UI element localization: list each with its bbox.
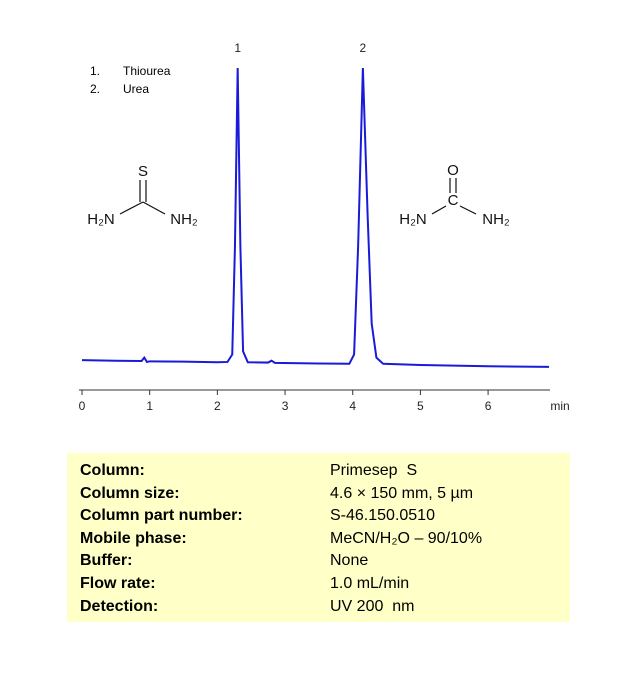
atom: NH₂ <box>482 211 510 228</box>
legend-name: Urea <box>123 82 149 96</box>
x-axis-label: min <box>550 399 569 413</box>
x-tick-label: 5 <box>417 399 424 413</box>
chart: S H₂N NH₂ O C H₂N NH₂ 0 1 2 3 4 5 6 min 1 2 1. Thio… <box>79 41 570 413</box>
condition-value: MeCN/H₂O – 90/10% <box>330 529 483 547</box>
condition-value: S-46.150.0510 <box>330 507 435 525</box>
legend-number: 2. <box>90 82 100 96</box>
condition-value: 1.0 mL/min <box>330 575 410 592</box>
condition-label: Mobile phase: <box>80 529 187 547</box>
condition-row: Flow rate: 1.0 mL/min <box>80 575 409 593</box>
peak-label: 1 <box>234 41 241 55</box>
x-tick-label: 1 <box>146 399 153 413</box>
condition-row: Column: Primesep S <box>80 462 417 480</box>
x-tick-label: 6 <box>485 399 492 413</box>
condition-value: Primesep S <box>330 462 418 479</box>
structures <box>119 178 477 215</box>
atom: H₂N <box>87 211 115 228</box>
atom: H₂N <box>399 211 427 228</box>
bond <box>142 201 166 215</box>
bond <box>431 205 447 215</box>
legend-number: 1. <box>90 64 100 78</box>
condition-value: UV 200 nm <box>330 597 415 615</box>
condition-label: Detection: <box>80 597 159 615</box>
condition-row: Column size: 4.6 × 150 mm, 5 µm <box>80 485 473 503</box>
conditions-table: Column: Primesep S Column size: 4.6 × 150 m… <box>67 453 570 622</box>
condition-label: Column part number: <box>80 507 243 525</box>
condition-value: None <box>330 552 369 570</box>
trace <box>81 68 550 368</box>
x-tick-label: 2 <box>214 399 221 413</box>
bond <box>119 201 144 215</box>
atom: S <box>138 163 148 180</box>
x-tick-label: 0 <box>79 399 86 413</box>
atom: C <box>448 192 459 209</box>
condition-row: Detection: UV 200 nm <box>80 598 414 616</box>
condition-label: Column: <box>80 462 145 479</box>
x-tick-label: 3 <box>282 399 289 413</box>
condition-row: Buffer: None <box>80 552 368 570</box>
atom: O <box>447 162 459 179</box>
condition-row: Mobile phase: MeCN/H₂O – 90/10% <box>80 530 482 548</box>
condition-row: Column part number: S-46.150.0510 <box>80 507 435 525</box>
condition-label: Column size: <box>80 484 180 502</box>
condition-label: Buffer: <box>80 552 133 570</box>
bond <box>459 205 477 215</box>
condition-value: 4.6 × 150 mm, 5 µm <box>330 484 474 502</box>
atom: NH₂ <box>170 211 198 228</box>
x-tick-label: 4 <box>349 399 356 413</box>
peak-label: 2 <box>360 41 367 55</box>
legend-name: Thiourea <box>123 64 171 78</box>
condition-label: Flow rate: <box>80 575 156 592</box>
